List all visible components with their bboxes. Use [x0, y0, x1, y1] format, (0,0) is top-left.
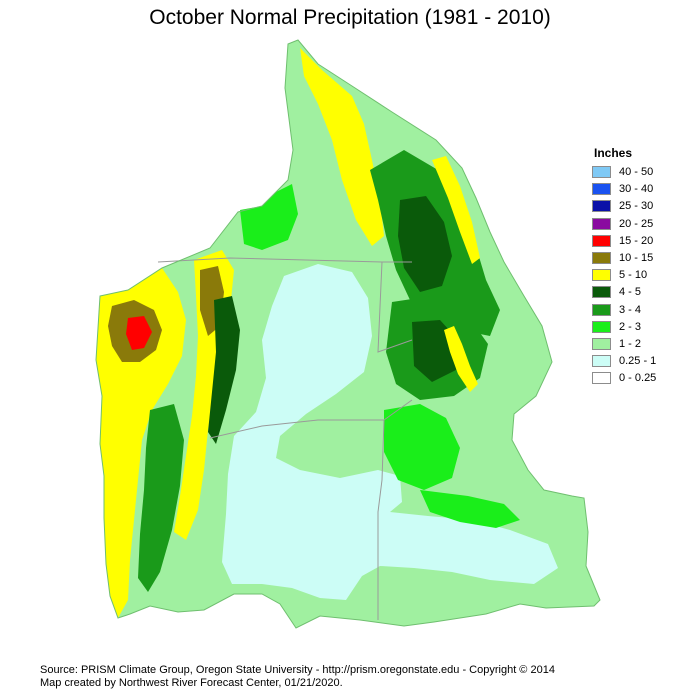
- legend-item: 15 - 20: [592, 233, 692, 250]
- legend-item: 4 - 5: [592, 284, 692, 301]
- legend-title: Inches: [594, 146, 633, 160]
- idaho-core: [398, 196, 452, 292]
- legend-item: 1 - 2: [592, 336, 692, 353]
- legend-item: 10 - 15: [592, 250, 692, 267]
- legend-swatch: [592, 320, 611, 333]
- legend-label: 25 - 30: [619, 200, 654, 213]
- legend-item: 0 - 0.25: [592, 370, 692, 387]
- ridge-highlights: [444, 326, 478, 392]
- state-boundaries: [157, 257, 413, 620]
- legend-swatch: [592, 251, 611, 264]
- legend-item: 30 - 40: [592, 181, 692, 198]
- legend-label: 15 - 20: [619, 234, 654, 247]
- map-title: October Normal Precipitation (1981 - 201…: [149, 6, 551, 29]
- legend-label: 40 - 50: [619, 166, 654, 178]
- legend-item: 40 - 50: [592, 164, 692, 181]
- legend-label: 10 - 15: [619, 251, 654, 264]
- source-credit: Source: PRISM Climate Group, Oregon Stat…: [40, 664, 555, 676]
- northwest-upland: [240, 184, 298, 250]
- legend-label: 0.25 - 1: [619, 355, 657, 368]
- basin-border: [95, 39, 601, 629]
- legend-label: 20 - 25: [619, 217, 654, 230]
- legend-label: 2 - 3: [619, 320, 642, 333]
- blue-mountains: [384, 404, 460, 490]
- legend-swatch: [592, 234, 611, 247]
- legend-label: 3 - 4: [619, 303, 642, 316]
- legend-item: 25 - 30: [592, 198, 692, 215]
- southeast-highlands: [420, 490, 520, 528]
- legend-swatch: [592, 337, 611, 350]
- west-slope-forest: [138, 404, 184, 592]
- legend-item: 3 - 4: [592, 302, 692, 319]
- legend-item: 5 - 10: [592, 267, 692, 284]
- legend-swatch: [592, 355, 611, 368]
- legend-item: 0.25 - 1: [592, 353, 692, 370]
- legend-label: 1 - 2: [619, 337, 642, 350]
- legend-item: 20 - 25: [592, 216, 692, 233]
- legend-swatch: [592, 200, 611, 213]
- legend-swatch: [592, 286, 611, 299]
- legend-swatch: [592, 217, 611, 230]
- cascade-east-slope: [208, 296, 240, 444]
- legend-label: 30 - 40: [619, 183, 654, 196]
- northern-rockies-band: [300, 48, 384, 246]
- legend-swatch: [592, 269, 611, 282]
- interior-dry-zone: [222, 264, 558, 600]
- legend: Inches 40 - 50 30 - 40 25 - 30 20 - 25 15 - …: [592, 146, 692, 387]
- legend-label: 5 - 10: [619, 269, 648, 282]
- legend-swatch: [592, 303, 611, 316]
- rockies-ridge: [432, 156, 480, 264]
- legend-items: 40 - 50 30 - 40 25 - 30 20 - 25 15 - 20 10 - …: [592, 164, 692, 387]
- credits: Source: PRISM Climate Group, Oregon Stat…: [40, 664, 555, 690]
- legend-label: 0 - 0.25: [619, 372, 657, 385]
- legend-label: 4 - 5: [619, 286, 642, 299]
- legend-swatch: [592, 166, 611, 178]
- legend-swatch: [592, 372, 611, 385]
- olympic-peak: [126, 316, 152, 350]
- legend-swatch: [592, 183, 611, 196]
- legend-item: 2 - 3: [592, 319, 692, 336]
- author-credit: Map created by Northwest River Forecast …: [40, 677, 343, 689]
